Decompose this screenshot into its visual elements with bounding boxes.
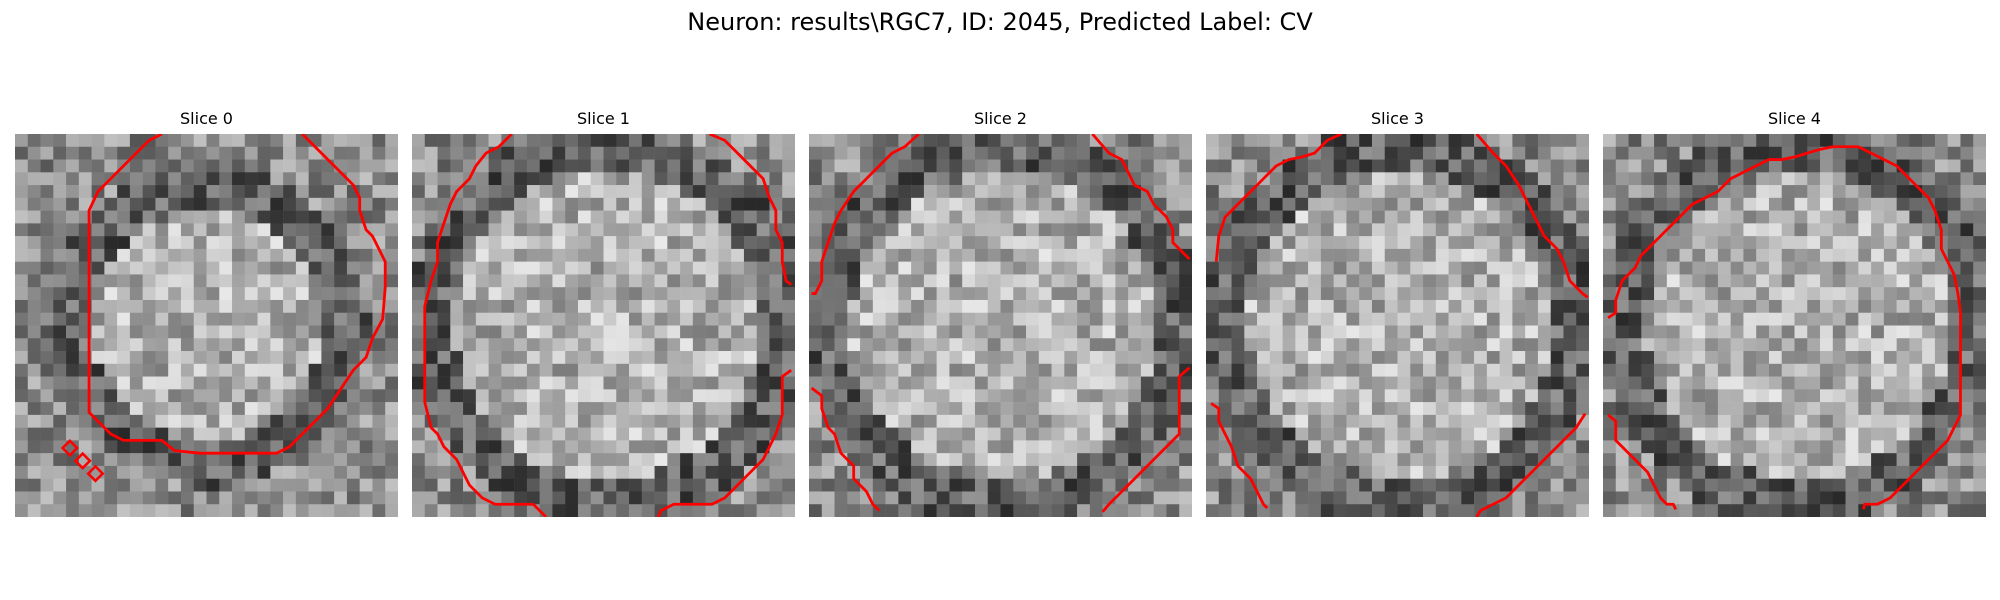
contour-line	[810, 386, 881, 512]
slice-title: Slice 2	[974, 109, 1027, 128]
figure-title: Neuron: results\RGC7, ID: 2045, Predicte…	[687, 8, 1313, 36]
grayscale-pixels	[809, 134, 1192, 517]
contour-line	[423, 134, 548, 517]
grayscale-pixels	[1206, 134, 1589, 517]
grayscale-pixels	[1603, 134, 1986, 517]
contour-line	[708, 134, 793, 286]
slice-image	[1206, 134, 1589, 517]
contour-blob	[86, 464, 105, 483]
contour-blob	[60, 439, 79, 458]
contour-line	[1101, 366, 1191, 513]
contour-line	[1475, 412, 1587, 517]
grayscale-pixels	[15, 134, 398, 517]
slice-title: Slice 3	[1371, 109, 1424, 128]
slice-title: Slice 0	[180, 109, 233, 128]
contour-line	[1091, 134, 1191, 261]
contour-line	[1210, 402, 1269, 510]
contour-line	[1475, 134, 1589, 299]
slice-title: Slice 4	[1768, 109, 1821, 128]
contour-blob	[73, 451, 92, 470]
slice-image	[809, 134, 1192, 517]
contour-line	[811, 134, 920, 295]
slice-title: Slice 1	[577, 109, 630, 128]
contour-line	[87, 134, 387, 455]
slice-image	[1603, 134, 1986, 517]
contour-line	[1214, 134, 1342, 262]
slice-image	[412, 134, 795, 517]
contour-line	[1607, 413, 1678, 510]
contour-line	[657, 369, 792, 517]
slice-image	[15, 134, 398, 517]
grayscale-pixels	[412, 134, 795, 517]
contour-line	[1607, 145, 1962, 510]
